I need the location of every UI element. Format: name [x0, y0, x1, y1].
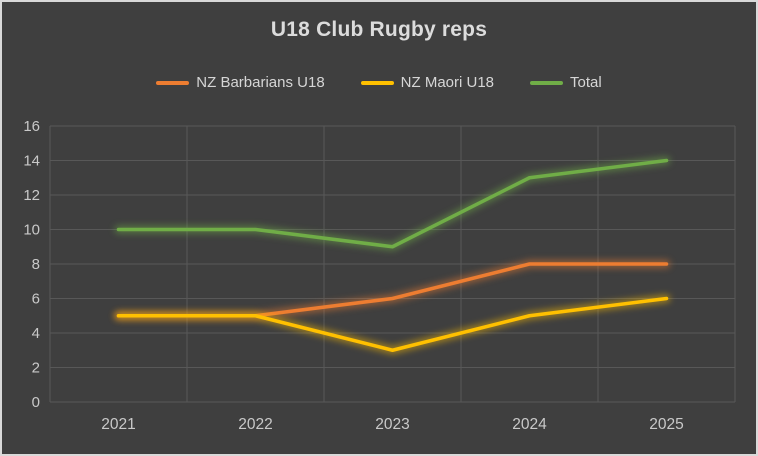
- legend-item-nz-maori-u18[interactable]: NZ Maori U18: [360, 74, 495, 91]
- series-line: [116, 296, 669, 352]
- x-axis-tick-label: 2022: [238, 416, 272, 433]
- series-line: [116, 158, 669, 249]
- y-axis-tick-label: 12: [23, 187, 40, 204]
- legend-label: NZ Maori U18: [400, 74, 495, 91]
- chart-legend: NZ Barbarians U18 NZ Maori U18 Total: [2, 74, 756, 91]
- legend-line-swatch-orange: [156, 80, 190, 85]
- x-axis-tick-label: 2023: [375, 416, 409, 433]
- legend-item-nz-barbarians-u18[interactable]: NZ Barbarians U18: [156, 74, 325, 91]
- series-glow: [114, 294, 671, 355]
- legend-item-total[interactable]: Total: [530, 74, 602, 91]
- x-axis-tick-label: 2024: [512, 416, 547, 433]
- y-axis-tick-label: 6: [32, 291, 40, 308]
- legend-line-swatch-yellow: [360, 80, 394, 85]
- legend-label: NZ Barbarians U18: [196, 74, 325, 91]
- legend-line-swatch-green: [530, 80, 564, 85]
- legend-label: Total: [570, 74, 602, 91]
- y-axis-tick-label: 10: [23, 222, 40, 239]
- y-axis-tick-label: 0: [32, 394, 40, 411]
- x-axis-tick-label: 2025: [649, 416, 683, 433]
- y-axis-tick-label: 14: [23, 153, 40, 170]
- y-axis-tick-label: 2: [32, 360, 40, 377]
- chart-title: U18 Club Rugby reps: [270, 18, 488, 41]
- series-glow: [114, 156, 671, 251]
- x-axis-tick-label: 2021: [101, 416, 135, 433]
- y-axis-tick-label: 16: [23, 118, 40, 135]
- y-axis-tick-label: 4: [32, 325, 40, 342]
- y-axis-tick-label: 8: [32, 256, 40, 273]
